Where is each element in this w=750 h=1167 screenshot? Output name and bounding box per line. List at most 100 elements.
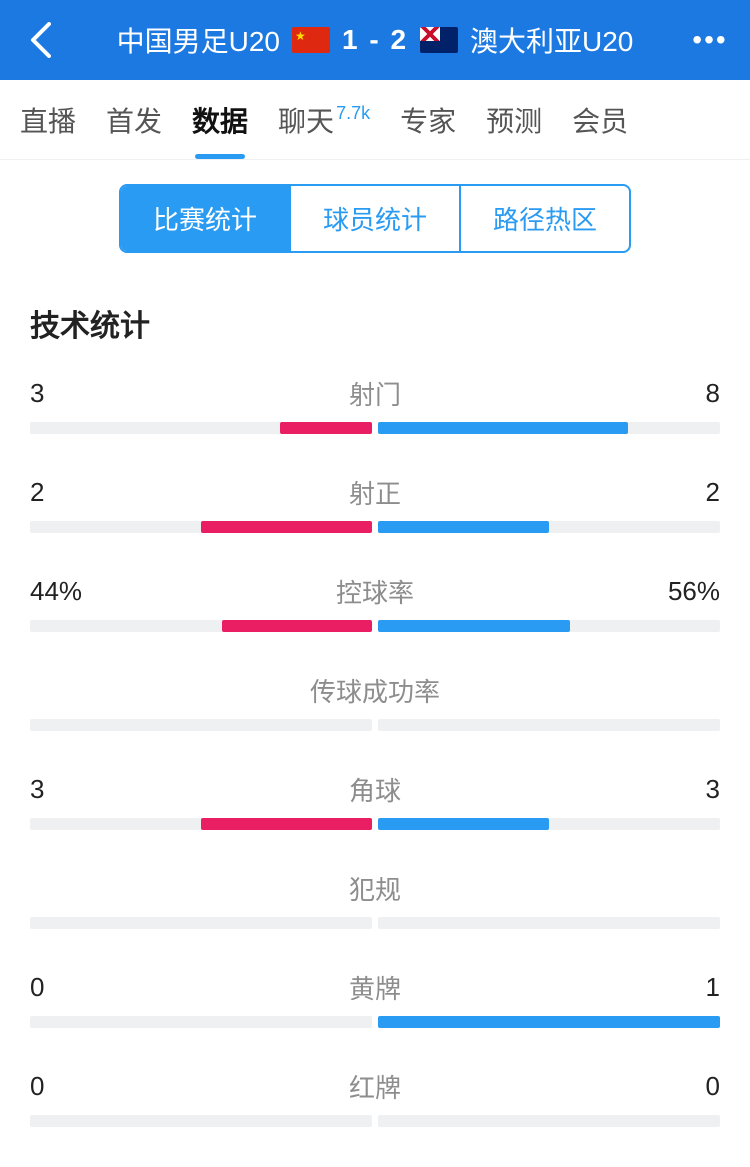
tab-4[interactable]: 专家 xyxy=(400,80,456,159)
stat-row: 44%控球率56% xyxy=(30,573,720,632)
stat-row: 3射门8 xyxy=(30,375,720,434)
section-title: 技术统计 xyxy=(0,277,750,375)
stat-labels: 犯规 xyxy=(30,870,720,907)
stat-name: 红牌 xyxy=(90,1068,660,1105)
stat-bars xyxy=(30,818,720,830)
tab-1[interactable]: 首发 xyxy=(106,80,162,159)
sub-tab-0[interactable]: 比赛统计 xyxy=(121,186,291,251)
home-team-name: 中国男足U20 xyxy=(117,20,280,60)
stat-home-value: 0 xyxy=(30,972,90,1003)
match-header: 中国男足U20 1 - 2 澳大利亚U20 ••• xyxy=(0,0,750,80)
stat-name: 射门 xyxy=(90,375,660,412)
bar-away-container xyxy=(378,917,720,929)
stat-row: 0黄牌1 xyxy=(30,969,720,1028)
stat-home-value: 0 xyxy=(30,1071,90,1102)
stat-name: 角球 xyxy=(90,771,660,808)
bar-home-fill xyxy=(201,818,372,830)
stat-row: 3角球3 xyxy=(30,771,720,830)
stat-bars xyxy=(30,1016,720,1028)
bar-away-fill xyxy=(378,521,549,533)
stat-row: 犯规 xyxy=(30,870,720,929)
stat-bars xyxy=(30,917,720,929)
bar-away-fill xyxy=(378,422,628,434)
tab-label: 首发 xyxy=(106,100,162,140)
stat-name: 犯规 xyxy=(90,870,660,907)
stat-bars xyxy=(30,719,720,731)
bar-away-fill xyxy=(378,620,570,632)
bar-home-fill xyxy=(280,422,372,434)
tab-5[interactable]: 预测 xyxy=(486,80,542,159)
stat-labels: 2射正2 xyxy=(30,474,720,511)
bar-home-container xyxy=(30,422,372,434)
bar-home-container xyxy=(30,521,372,533)
bar-away-fill xyxy=(378,1016,720,1028)
stat-labels: 0黄牌1 xyxy=(30,969,720,1006)
stat-labels: 传球成功率 xyxy=(30,672,720,709)
tab-label: 数据 xyxy=(192,100,248,140)
stat-away-value: 56% xyxy=(660,576,720,607)
tab-label: 会员 xyxy=(572,100,628,140)
tab-badge: 7.7k xyxy=(336,103,370,124)
bar-home-fill xyxy=(222,620,372,632)
bar-home-container xyxy=(30,917,372,929)
tab-6[interactable]: 会员 xyxy=(572,80,628,159)
stat-bars xyxy=(30,422,720,434)
stat-labels: 0红牌0 xyxy=(30,1068,720,1105)
away-team-name: 澳大利亚U20 xyxy=(470,20,633,60)
stat-bars xyxy=(30,620,720,632)
stat-home-value: 3 xyxy=(30,774,90,805)
bar-home-fill xyxy=(201,521,372,533)
tab-label: 专家 xyxy=(400,100,456,140)
sub-tabs-container: 比赛统计球员统计路径热区 xyxy=(0,160,750,277)
bar-away-container xyxy=(378,1115,720,1127)
bar-away-container xyxy=(378,719,720,731)
bar-home-container xyxy=(30,620,372,632)
stat-labels: 3角球3 xyxy=(30,771,720,808)
bar-away-container xyxy=(378,620,720,632)
tab-label: 预测 xyxy=(486,100,542,140)
bar-away-fill xyxy=(378,818,549,830)
back-icon[interactable] xyxy=(20,20,60,60)
stat-name: 传球成功率 xyxy=(90,672,660,709)
tab-label: 直播 xyxy=(20,100,76,140)
main-tabs: 直播首发数据聊天7.7k 专家预测会员 xyxy=(0,80,750,160)
bar-home-container xyxy=(30,719,372,731)
more-icon[interactable]: ••• xyxy=(690,24,730,56)
tab-3[interactable]: 聊天7.7k xyxy=(278,80,370,159)
bar-away-container xyxy=(378,1016,720,1028)
stat-bars xyxy=(30,1115,720,1127)
stat-bars xyxy=(30,521,720,533)
tab-0[interactable]: 直播 xyxy=(20,80,76,159)
bar-away-container xyxy=(378,818,720,830)
stat-row: 2射正2 xyxy=(30,474,720,533)
stat-home-value: 44% xyxy=(30,576,90,607)
flag-australia-icon xyxy=(420,27,458,53)
bar-home-container xyxy=(30,1016,372,1028)
stat-away-value: 8 xyxy=(660,378,720,409)
bar-home-container xyxy=(30,818,372,830)
stat-home-value: 3 xyxy=(30,378,90,409)
stat-name: 射正 xyxy=(90,474,660,511)
bar-away-container xyxy=(378,521,720,533)
stat-away-value: 0 xyxy=(660,1071,720,1102)
match-score: 1 - 2 xyxy=(342,24,408,56)
stat-labels: 44%控球率56% xyxy=(30,573,720,610)
stat-row: 传球成功率 xyxy=(30,672,720,731)
stat-name: 黄牌 xyxy=(90,969,660,1006)
stat-row: 0红牌0 xyxy=(30,1068,720,1127)
stat-name: 控球率 xyxy=(90,573,660,610)
stat-home-value: 2 xyxy=(30,477,90,508)
stat-away-value: 1 xyxy=(660,972,720,1003)
sub-tab-2[interactable]: 路径热区 xyxy=(461,186,629,251)
stat-labels: 3射门8 xyxy=(30,375,720,412)
match-title: 中国男足U20 1 - 2 澳大利亚U20 xyxy=(60,20,690,60)
stat-away-value: 3 xyxy=(660,774,720,805)
stat-away-value: 2 xyxy=(660,477,720,508)
stats-list: 3射门82射正244%控球率56%传球成功率3角球3犯规0黄牌10红牌0 xyxy=(0,375,750,1127)
sub-tab-group: 比赛统计球员统计路径热区 xyxy=(119,184,631,253)
tab-label: 聊天 xyxy=(278,100,334,140)
flag-china-icon xyxy=(292,27,330,53)
sub-tab-1[interactable]: 球员统计 xyxy=(291,186,461,251)
tab-2[interactable]: 数据 xyxy=(192,80,248,159)
bar-away-container xyxy=(378,422,720,434)
